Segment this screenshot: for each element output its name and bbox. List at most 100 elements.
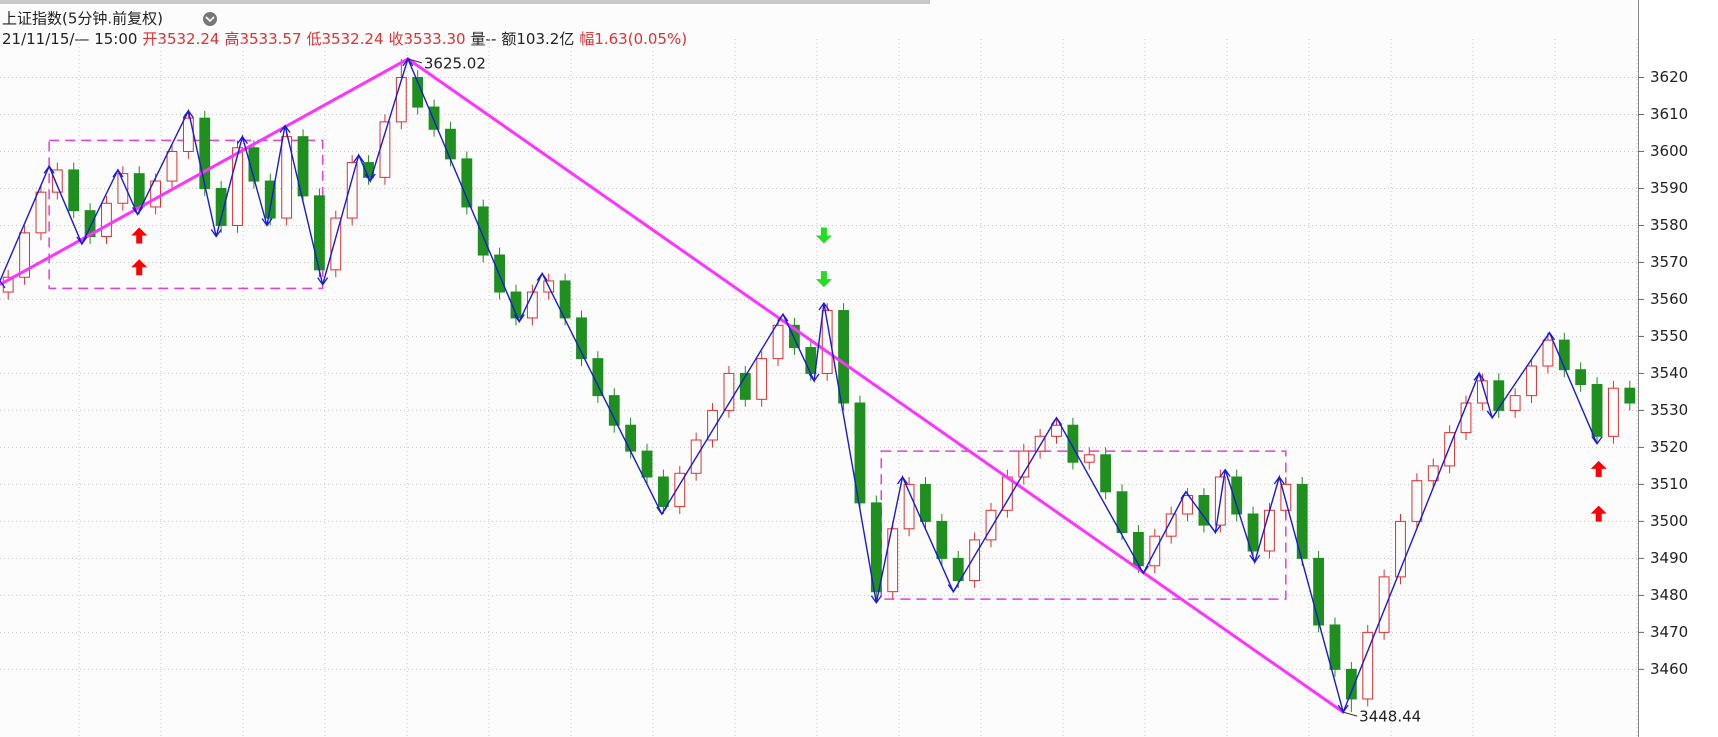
candle-body (1427, 465, 1439, 482)
candle-body (477, 206, 489, 256)
y-tick-label: 3500 (1650, 512, 1688, 530)
candle-body (739, 372, 751, 400)
candle-body (608, 395, 620, 426)
candle-body (1624, 387, 1636, 404)
zigzag-arrowhead (777, 313, 789, 322)
candle-body (1476, 380, 1488, 404)
zigzag-arrowhead (947, 584, 959, 593)
y-tick-label: 3570 (1650, 253, 1688, 271)
info-item: 幅1.63(0.05%) (579, 30, 687, 48)
candle-body (821, 310, 833, 374)
candle-body (379, 121, 391, 178)
info-item: 21/11/15/— 15:00 (2, 30, 137, 48)
candle-body (1116, 491, 1128, 533)
zigzag-arrowhead (1273, 475, 1285, 485)
candle-body (199, 117, 211, 189)
annotation-pointer (1343, 711, 1358, 717)
candle-body (1280, 483, 1292, 511)
candle-body (985, 509, 997, 541)
candle-body (330, 217, 342, 271)
signal-arrow (131, 227, 148, 244)
candle-body (1493, 380, 1505, 411)
zigzag-arrowhead (1591, 436, 1603, 445)
candle-body (117, 173, 129, 204)
candle-body (1591, 384, 1603, 437)
info-item: 额103.2亿 (501, 30, 574, 48)
candle-body (51, 169, 63, 193)
candle-body (657, 476, 669, 508)
candle-body (576, 317, 587, 360)
menu-icon[interactable] (203, 12, 217, 26)
zigzag-arrowhead (182, 109, 194, 119)
zigzag-arrowhead (132, 206, 144, 216)
y-tick-label: 3510 (1650, 475, 1688, 493)
zigzag-arrowhead (1337, 704, 1349, 714)
zigzag-arrowhead (1486, 410, 1498, 419)
candle-body (1509, 395, 1521, 411)
zigzag-arrowhead (0, 279, 6, 289)
candle-body (346, 162, 358, 219)
candle-body (1378, 576, 1390, 633)
zigzag-arrowhead (897, 475, 909, 485)
candle-body (903, 483, 915, 530)
candle-body (1345, 668, 1357, 700)
candle-body (215, 187, 227, 226)
zigzag-arrowhead (656, 506, 668, 516)
zigzag-arrowhead (76, 236, 88, 246)
y-tick-label: 3530 (1650, 401, 1688, 419)
y-tick-label: 3480 (1650, 586, 1688, 604)
y-tick-label: 3540 (1650, 364, 1688, 382)
candle-body (1264, 509, 1275, 552)
candle-body (1067, 424, 1079, 463)
zigzag-arrowhead (1137, 565, 1149, 575)
candle-body (1182, 494, 1193, 515)
candle-body (445, 128, 456, 160)
candle-body (428, 106, 440, 130)
signal-arrow (131, 259, 148, 276)
candle-body (461, 158, 473, 208)
zigzag-arrowhead (1473, 372, 1485, 381)
candle-body (1083, 454, 1095, 463)
y-tick-label: 3470 (1650, 623, 1688, 641)
zigzag-arrowhead (112, 168, 124, 178)
candle-body (68, 169, 80, 212)
zigzag-arrowhead (870, 595, 882, 604)
candle-body (84, 210, 96, 238)
candle-body (1165, 513, 1177, 537)
signal-arrow (815, 271, 832, 288)
candle-body (887, 528, 899, 593)
zigzag-arrowhead (210, 229, 222, 238)
annotation-pointer (407, 58, 422, 64)
candle-body (1247, 513, 1259, 552)
candle-body (1444, 432, 1456, 467)
y-tick-label: 3560 (1650, 290, 1688, 308)
candle-body (1329, 624, 1341, 670)
zigzag-arrowhead (1209, 525, 1221, 534)
info-item: 低3532.24 (306, 30, 383, 48)
annotation-label: 3625.02 (424, 54, 486, 72)
candle-body (1395, 520, 1406, 578)
candle-body (281, 136, 293, 219)
zigzag-arrowhead (353, 154, 365, 163)
zigzag-arrowhead (1219, 468, 1231, 477)
zigzag-arrowhead (1544, 331, 1556, 341)
y-tick-label: 3490 (1650, 549, 1688, 567)
candle-body (35, 191, 47, 234)
candle-body (625, 424, 637, 452)
candle-body (297, 136, 309, 197)
candle-body (1313, 557, 1325, 626)
candle-body (232, 147, 243, 226)
zigzag-arrowhead (364, 173, 376, 183)
candle-body (559, 280, 571, 319)
signal-arrow (815, 227, 832, 244)
y-tick-label: 3460 (1650, 660, 1688, 678)
candle-body (264, 180, 276, 219)
candle-body (854, 402, 866, 504)
candle-body (838, 310, 849, 404)
candle-body (1362, 631, 1374, 700)
candle-body (1100, 454, 1112, 493)
info-item: 开3532.24 (142, 30, 219, 48)
zigzag-arrowhead (808, 373, 820, 382)
